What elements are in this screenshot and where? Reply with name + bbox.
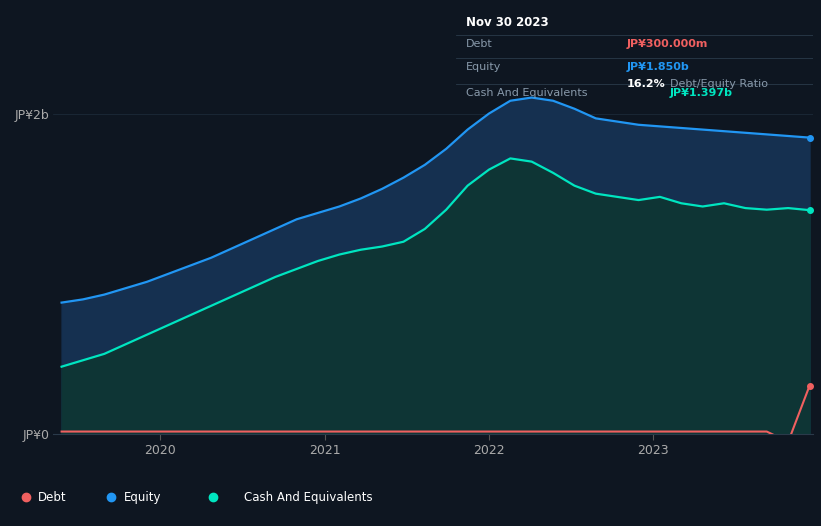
Text: Equity: Equity — [466, 63, 502, 73]
Text: Equity: Equity — [124, 491, 162, 503]
Text: Debt/Equity Ratio: Debt/Equity Ratio — [670, 79, 768, 89]
Text: Debt: Debt — [39, 491, 67, 503]
Text: Debt: Debt — [466, 39, 493, 49]
Text: Cash And Equivalents: Cash And Equivalents — [466, 88, 588, 98]
Text: Nov 30 2023: Nov 30 2023 — [466, 16, 549, 29]
Text: JP¥1.397b: JP¥1.397b — [670, 88, 733, 98]
Text: JP¥300.000m: JP¥300.000m — [627, 39, 709, 49]
Text: Cash And Equivalents: Cash And Equivalents — [244, 491, 372, 503]
Text: 16.2%: 16.2% — [627, 79, 666, 89]
Text: JP¥1.850b: JP¥1.850b — [627, 63, 690, 73]
